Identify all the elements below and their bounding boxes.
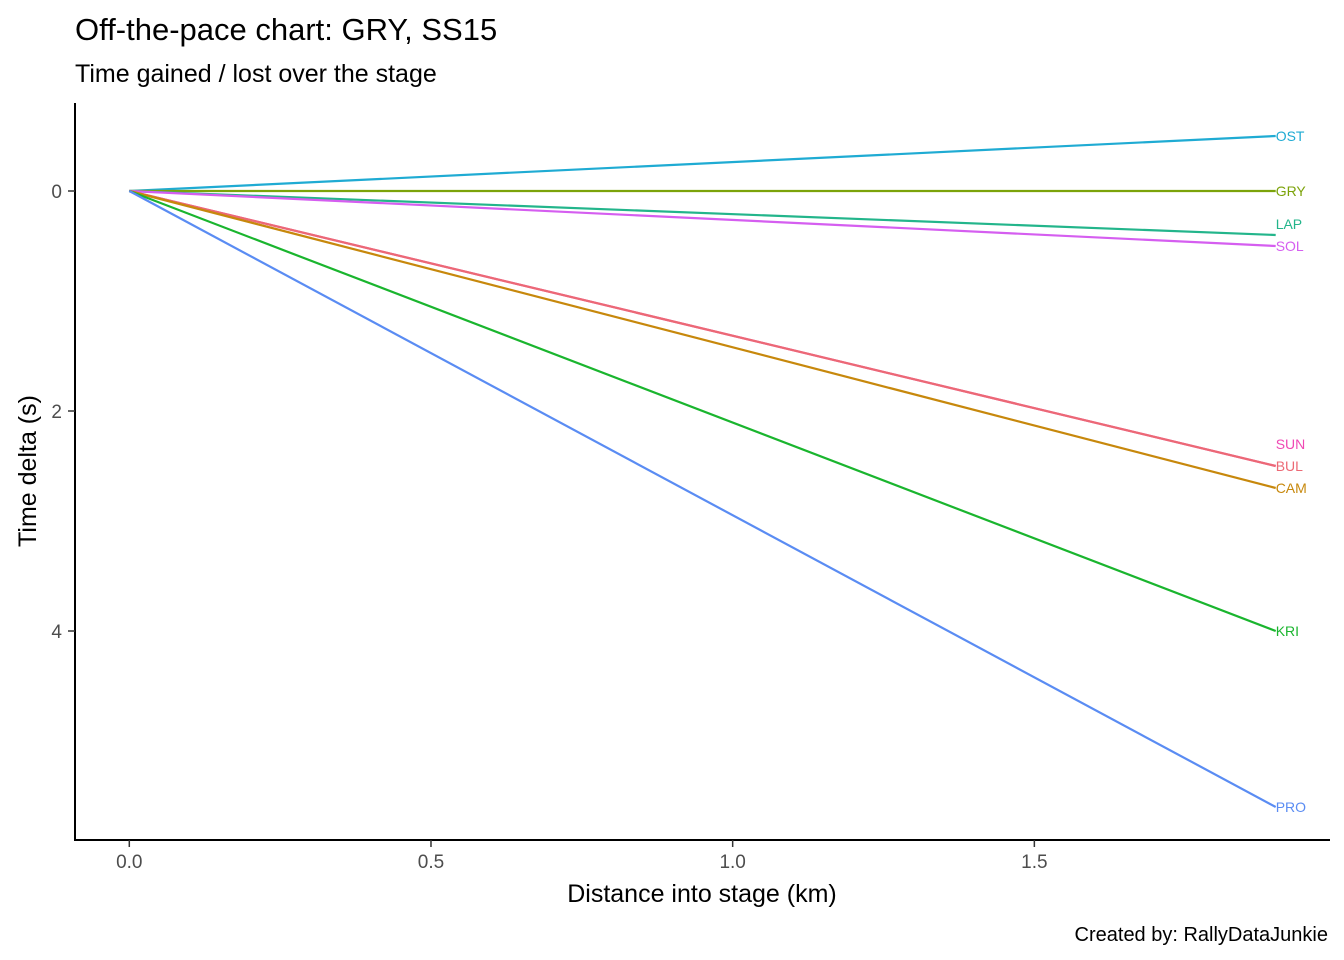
series-line-cam: [129, 189, 1276, 490]
y-tick-label: 0: [51, 182, 62, 203]
series-line-ost: [129, 134, 1276, 193]
series-line-sol: [129, 189, 1276, 248]
chart-subtitle: Time gained / lost over the stage: [75, 60, 437, 88]
series-label-ost: OST: [1276, 128, 1305, 144]
plot-area: 0.0 0.5 1.0 1.5 0 2 4 OST GRY LAP SOL SUN BUL CAM KR…: [51, 103, 1330, 873]
y-tick-label: 2: [51, 402, 62, 423]
series-label-pro: PRO: [1276, 799, 1306, 815]
x-tick-label: 1.0: [719, 852, 745, 873]
series-label-gry: GRY: [1276, 183, 1307, 199]
series-line-kri: [128, 189, 1277, 633]
x-axis-title: Distance into stage (km): [567, 880, 837, 908]
x-ticks: 0.0 0.5 1.0 1.5: [116, 840, 1048, 873]
series-line-pro: [128, 190, 1277, 808]
series-labels: OST GRY LAP SOL SUN BUL CAM KRI PRO: [1276, 128, 1307, 815]
x-tick-label: 1.5: [1021, 852, 1047, 873]
y-ticks: 0 2 4: [51, 182, 75, 643]
series-line-bul: [129, 189, 1276, 468]
x-tick-label: 0.5: [418, 852, 444, 873]
series-label-sol: SOL: [1276, 238, 1304, 254]
series-label-lap: LAP: [1276, 216, 1302, 232]
x-tick-label: 0.0: [116, 852, 142, 873]
series-lines: [128, 134, 1277, 808]
series-label-sun: SUN: [1276, 436, 1306, 452]
series-label-bul: BUL: [1276, 458, 1303, 474]
series-label-cam: CAM: [1276, 480, 1307, 496]
y-tick-label: 4: [51, 622, 62, 643]
series-label-kri: KRI: [1276, 623, 1299, 639]
y-axis-title: Time delta (s): [14, 395, 42, 547]
series-line-lap: [129, 189, 1276, 237]
chart-title: Off-the-pace chart: GRY, SS15: [75, 12, 497, 47]
chart-caption: Created by: RallyDataJunkie: [1075, 924, 1328, 946]
